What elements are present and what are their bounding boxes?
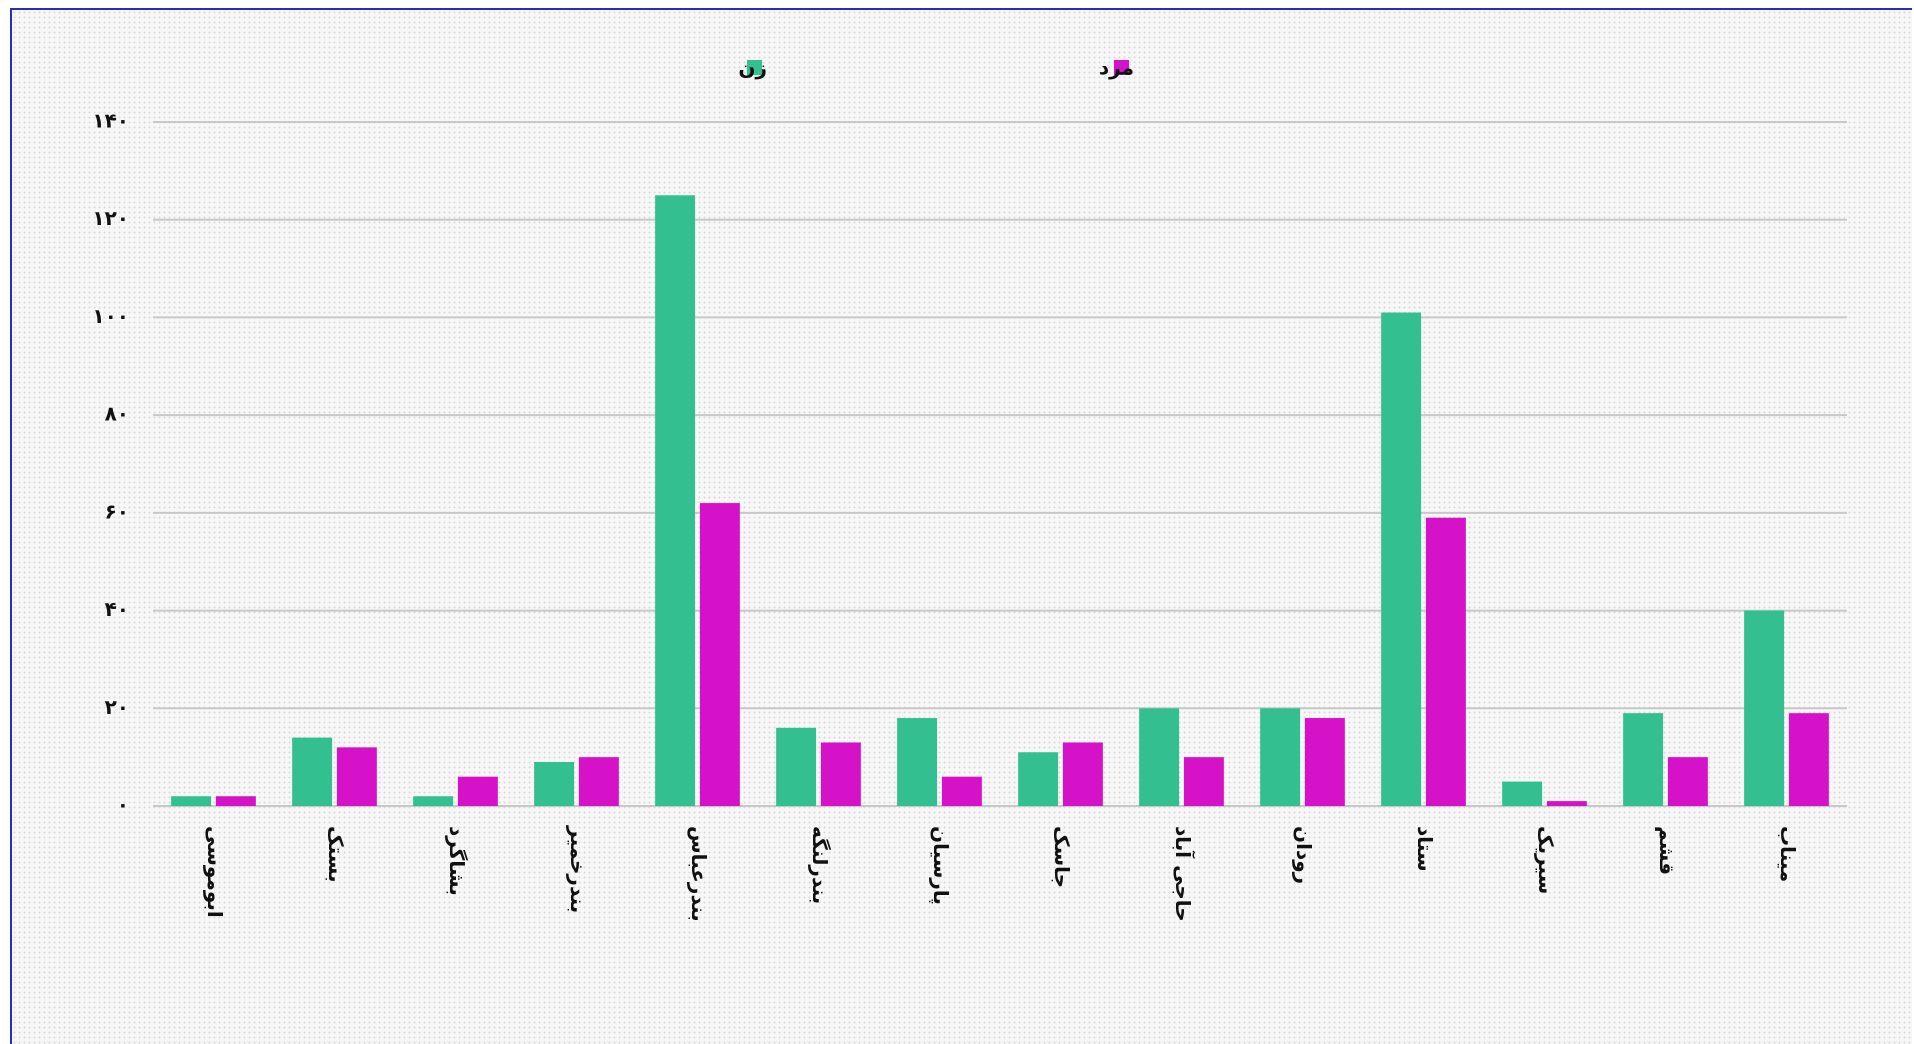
bar: [776, 727, 817, 806]
bar: [534, 762, 575, 806]
chart-frame: [10, 8, 1912, 1044]
bar: [1623, 713, 1664, 806]
bar: [1018, 752, 1059, 806]
bar: [897, 718, 938, 806]
bar: [820, 742, 861, 806]
bar: [457, 776, 498, 806]
y-tick-label: ۱۲۰: [92, 206, 129, 230]
bar: [1788, 713, 1829, 806]
legend-label: مرد: [1099, 56, 1134, 80]
bar: [215, 796, 256, 806]
bar: [578, 757, 619, 806]
x-tick-label: میناب: [1776, 826, 1800, 882]
x-tick-label: بشاگرد: [445, 826, 469, 896]
x-tick-label: حاجی آباد: [1171, 826, 1196, 922]
bar: [1260, 708, 1301, 806]
legend-swatch: [1114, 60, 1129, 75]
x-tick-label: ابوموسی: [203, 826, 227, 918]
bar: [1667, 757, 1708, 806]
x-tick-label: بندرخمیر: [566, 825, 590, 913]
bar: [171, 796, 212, 806]
y-tick-label: ۶۰: [105, 499, 129, 523]
bar: [941, 776, 982, 806]
bar: [655, 195, 696, 807]
x-tick-label: قشم: [1655, 826, 1679, 875]
bar: [1425, 517, 1466, 806]
bar: [1139, 708, 1180, 806]
bar: [1183, 757, 1224, 806]
bar: [1381, 312, 1422, 806]
bar: [1502, 781, 1543, 806]
x-tick-label: ستاد: [1413, 826, 1437, 872]
x-tick-label: بندرعباس: [687, 826, 711, 922]
x-tick-label: بستک: [324, 826, 348, 883]
bar: [336, 747, 377, 806]
legend-label: زن: [738, 56, 767, 80]
y-tick-label: ۴۰: [105, 597, 129, 621]
x-tick-label: سیریک: [1534, 826, 1558, 894]
bar: [292, 737, 333, 806]
bar: [413, 796, 454, 806]
x-tick-label: جاسک: [1050, 826, 1074, 888]
x-tick-label: پارسیان: [928, 826, 953, 905]
bar: [1062, 742, 1103, 806]
x-tick-label: رودان: [1292, 826, 1316, 884]
bar: [699, 503, 740, 806]
y-tick-label: ۸۰: [105, 402, 129, 426]
bar: [1546, 801, 1587, 806]
y-tick-label: ۲۰: [105, 695, 129, 719]
bar: [1744, 610, 1785, 806]
legend-swatch: [747, 60, 762, 75]
y-tick-label: ۱۰۰: [92, 304, 129, 328]
bar: [1304, 718, 1345, 806]
x-tick-label: بندرلنگه: [808, 826, 832, 904]
y-tick-label: ۱۴۰: [92, 109, 129, 133]
y-tick-label: ۰: [117, 793, 129, 817]
